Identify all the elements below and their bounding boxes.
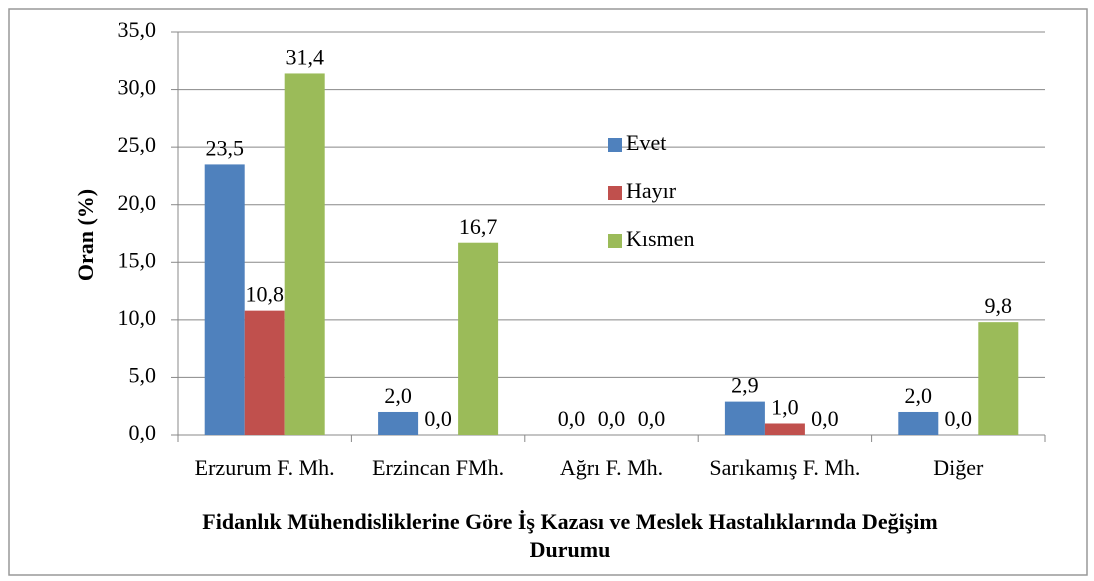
value-label: 10,8 — [245, 282, 284, 307]
y-tick-label: 30,0 — [118, 75, 157, 100]
legend-swatch — [608, 138, 622, 152]
value-label: 0,0 — [811, 406, 839, 431]
bar — [898, 411, 939, 435]
bar — [458, 242, 499, 435]
value-label: 2,0 — [905, 383, 933, 408]
value-label: 9,8 — [985, 293, 1013, 318]
bar — [724, 401, 765, 435]
bar — [378, 411, 419, 435]
bar — [284, 73, 325, 436]
value-label: 31,4 — [285, 44, 324, 69]
bar — [764, 423, 805, 435]
x-tick-label: Ağrı F. Mh. — [559, 455, 664, 480]
bar — [978, 322, 1019, 435]
value-label: 2,9 — [731, 373, 759, 398]
value-label: 0,0 — [598, 406, 626, 431]
y-tick-label: 20,0 — [118, 190, 157, 215]
bar — [244, 310, 285, 435]
y-tick-label: 25,0 — [118, 132, 157, 157]
bar — [204, 164, 245, 435]
x-tick-label: Erzurum F. Mh. — [194, 455, 335, 480]
x-tick-label: Erzincan FMh. — [372, 455, 505, 480]
x-tick-label: Sarıkamış F. Mh. — [709, 455, 861, 480]
chart-border — [8, 8, 1088, 576]
legend-label: Kısmen — [626, 226, 694, 251]
value-label: 0,0 — [638, 406, 666, 431]
x-tick-label: Diğer — [933, 455, 984, 480]
value-label: 16,7 — [459, 214, 498, 239]
legend-label: Hayır — [626, 178, 677, 203]
value-label: 2,0 — [384, 383, 412, 408]
y-tick-label: 10,0 — [118, 305, 157, 330]
y-tick-label: 15,0 — [118, 247, 157, 272]
value-label: 0,0 — [945, 406, 973, 431]
y-tick-label: 0,0 — [129, 420, 157, 445]
value-label: 0,0 — [424, 406, 452, 431]
value-label: 0,0 — [558, 406, 586, 431]
y-tick-label: 5,0 — [129, 362, 157, 387]
value-label: 23,5 — [205, 135, 244, 160]
x-axis-label: Fidanlık Mühendisliklerine Göre İş Kazas… — [202, 509, 938, 562]
y-tick-label: 35,0 — [118, 17, 157, 42]
value-label: 1,0 — [771, 395, 799, 420]
y-axis-label: Oran (%) — [73, 189, 98, 281]
legend-swatch — [608, 234, 622, 248]
legend-label: Evet — [626, 130, 666, 155]
legend-swatch — [608, 186, 622, 200]
